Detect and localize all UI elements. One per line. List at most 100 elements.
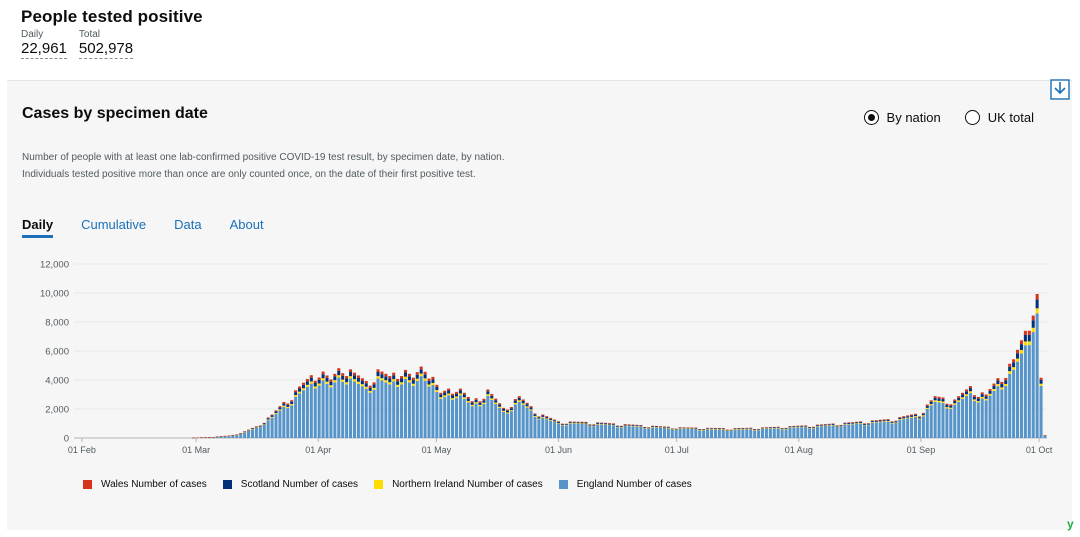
bar-wales xyxy=(643,427,647,428)
bar-england xyxy=(478,406,482,438)
bar-wales xyxy=(968,386,972,389)
bar-wales xyxy=(607,423,612,424)
metric-total-value[interactable]: 502,978 xyxy=(78,40,134,59)
bar-scotland xyxy=(658,426,663,428)
bar-wales xyxy=(976,396,980,399)
legend-item-england[interactable]: England Number of cases xyxy=(558,479,692,490)
bar-england xyxy=(325,383,329,438)
bar-scotland xyxy=(592,424,596,426)
bar-wales xyxy=(207,437,211,438)
bar-northern-ireland xyxy=(407,380,411,383)
bar-england xyxy=(411,385,415,438)
legend-label-wales: Wales Number of cases xyxy=(101,479,207,490)
bar-northern-ireland xyxy=(749,428,753,430)
bar-northern-ireland xyxy=(1004,383,1008,387)
bar-scotland xyxy=(384,376,388,381)
bar-wales xyxy=(863,423,867,425)
bar-scotland xyxy=(368,387,372,391)
bar-wales xyxy=(274,410,278,412)
bar-wales xyxy=(572,421,576,423)
bar-northern-ireland xyxy=(423,378,427,381)
bar-northern-ireland xyxy=(619,427,623,428)
bar-wales xyxy=(560,423,564,425)
bar-wales xyxy=(866,423,870,424)
tab-daily[interactable]: Daily xyxy=(22,217,54,238)
bar-northern-ireland xyxy=(345,382,349,385)
bar-wales xyxy=(886,419,890,420)
bar-england xyxy=(890,423,894,438)
bar-northern-ireland xyxy=(580,423,584,424)
legend-item-northern-ireland[interactable]: Northern Ireland Number of cases xyxy=(374,479,543,490)
bar-scotland xyxy=(549,418,553,420)
bar-wales xyxy=(447,388,451,391)
bar-scotland xyxy=(400,378,404,383)
bar-wales xyxy=(258,425,262,426)
bar-scotland xyxy=(859,422,863,424)
tab-cumulative[interactable]: Cumulative xyxy=(81,217,147,232)
bar-england xyxy=(929,405,933,438)
bar-england xyxy=(965,395,969,438)
radio-by-nation-circle[interactable] xyxy=(863,110,879,125)
bar-scotland xyxy=(694,427,698,429)
download-icon[interactable] xyxy=(1050,79,1070,101)
x-tick-label: 01 Sep xyxy=(907,445,936,455)
bar-northern-ireland xyxy=(961,397,965,399)
bar-scotland xyxy=(709,428,714,429)
bar-northern-ireland xyxy=(996,384,1000,387)
bar-scotland xyxy=(545,417,549,419)
bar-england xyxy=(486,395,490,438)
bar-wales xyxy=(407,373,411,377)
bar-scotland xyxy=(333,376,337,381)
bar-england xyxy=(764,428,768,438)
bar-northern-ireland xyxy=(976,401,980,403)
radio-uk-total[interactable]: UK total xyxy=(964,110,1034,125)
bar-wales xyxy=(192,437,196,439)
metric-daily-value[interactable]: 22,961 xyxy=(21,40,67,59)
radio-uk-total-circle[interactable] xyxy=(964,110,980,125)
bar-england xyxy=(851,424,855,438)
bar-scotland xyxy=(525,404,529,407)
tab-about[interactable]: About xyxy=(229,217,264,232)
bar-england xyxy=(466,402,470,438)
bar-northern-ireland xyxy=(713,428,717,430)
bar-england xyxy=(349,378,353,438)
bar-wales xyxy=(737,428,741,429)
bar-northern-ireland xyxy=(670,429,674,430)
bar-england xyxy=(415,380,419,438)
bar-wales xyxy=(776,426,780,428)
bar-england xyxy=(400,384,404,438)
bar-england xyxy=(627,426,631,438)
bar-england xyxy=(576,423,580,438)
bar-wales xyxy=(666,426,670,428)
tab-data[interactable]: Data xyxy=(174,217,202,232)
bar-northern-ireland xyxy=(541,416,545,418)
legend-item-wales[interactable]: Wales Number of cases xyxy=(83,479,207,490)
bar-england xyxy=(521,404,525,438)
bar-scotland xyxy=(301,384,305,389)
bar-england xyxy=(906,418,910,438)
bar-england xyxy=(976,402,980,438)
bar-northern-ireland xyxy=(835,426,839,428)
bar-northern-ireland xyxy=(874,421,878,423)
bar-scotland xyxy=(949,405,953,408)
bar-wales xyxy=(380,371,384,375)
bar-scotland xyxy=(984,396,988,399)
bar-scotland xyxy=(1019,344,1023,351)
bar-wales xyxy=(349,369,353,373)
bar-wales xyxy=(466,396,470,399)
bar-scotland xyxy=(741,428,745,429)
bar-northern-ireland xyxy=(921,415,925,417)
bar-scotland xyxy=(643,427,647,429)
bar-england xyxy=(352,381,356,438)
bar-northern-ireland xyxy=(392,379,396,382)
bar-scotland xyxy=(360,380,364,385)
bar-northern-ireland xyxy=(517,400,521,402)
bar-northern-ireland xyxy=(611,424,615,426)
legend-item-scotland[interactable]: Scotland Number of cases xyxy=(222,479,358,490)
bar-scotland xyxy=(788,426,792,428)
bar-england xyxy=(808,428,812,438)
radio-by-nation[interactable]: By nation xyxy=(863,110,941,125)
bar-northern-ireland xyxy=(847,423,851,425)
bar-wales xyxy=(859,421,863,423)
bar-england xyxy=(678,428,682,438)
